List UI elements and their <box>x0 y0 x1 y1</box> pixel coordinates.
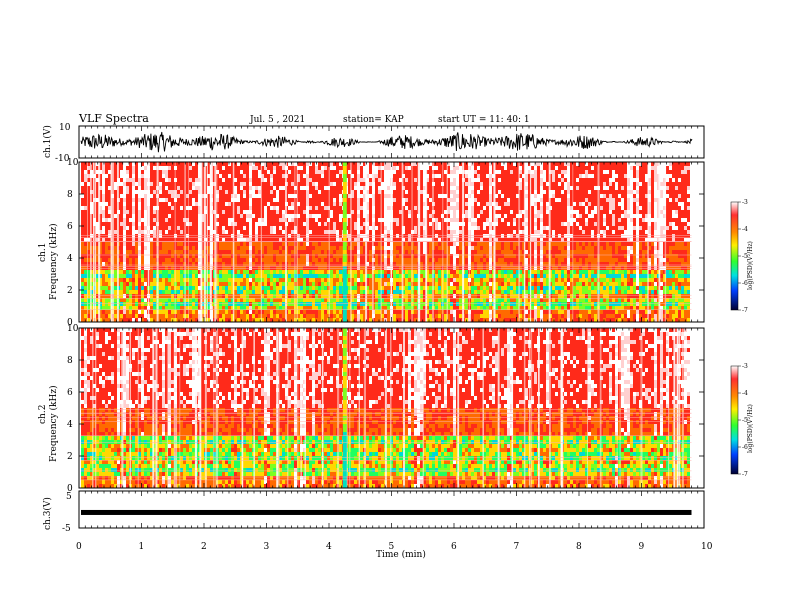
spec1-yt-ytick-label: 4 <box>67 254 73 264</box>
ch1-wave-ylabel: ch.1(V) <box>42 125 53 158</box>
x-tick-label: 4 <box>326 542 332 552</box>
date-label: Jul. 5 , 2021 <box>249 115 305 125</box>
x-tick-label: 6 <box>451 542 457 552</box>
ch2-spectrogram-image <box>81 328 692 488</box>
x-tick-label: 3 <box>264 542 270 552</box>
ch1-spec-ylabel-channel: ch.1 <box>38 243 48 262</box>
x-tick-label: 8 <box>576 542 582 552</box>
ch1-wave-ytick-top: 10 <box>59 123 71 133</box>
spec2-yt-ytick-label: 6 <box>67 388 73 398</box>
colorbar-tick-label: -3 <box>742 363 748 370</box>
colorbar-tick-label: -4 <box>742 390 748 397</box>
ch1-spec-ylabel-frequency: Frequency (kHz) <box>48 223 59 300</box>
x-tick-label: 7 <box>514 542 520 552</box>
x-tick-label: 2 <box>201 542 207 552</box>
start-time-label: start UT = 11: 40: 1 <box>438 115 530 125</box>
spec2-yt-ytick-label: 10 <box>67 324 79 334</box>
x-tick-label: 1 <box>139 542 145 552</box>
spec1-yt-ytick-label: 10 <box>67 158 79 168</box>
figure-title: VLF Spectra <box>78 112 149 125</box>
x-tick-label: 10 <box>701 542 713 552</box>
x-tick-label: 0 <box>76 542 82 552</box>
ch1-spectrogram-image <box>81 162 692 322</box>
spec2-yt-ytick-label: 4 <box>67 420 73 430</box>
ch3-wave-ytick-bottom: -5 <box>62 524 71 534</box>
ch3-wave-ytick-top: 5 <box>66 492 72 502</box>
ch2-spec-ylabel-frequency: Frequency (kHz) <box>48 385 59 462</box>
ch2-spec-ylabel-channel: ch.2 <box>38 405 48 424</box>
colorbar-tick-label: -7 <box>742 307 748 314</box>
colorbar-tick-label: -7 <box>742 471 748 478</box>
ch2-colorbar <box>731 366 738 474</box>
station-label: station= KAP <box>343 115 404 125</box>
spec1-yt-ytick-label: 2 <box>67 286 73 296</box>
ch3-waveform-band <box>81 510 692 515</box>
spec2-yt-ytick-label: 8 <box>67 356 73 366</box>
colorbar-tick-label: -4 <box>742 226 748 233</box>
colorbar-tick-label: -3 <box>742 199 748 206</box>
spec1-yt-ytick-label: 6 <box>67 222 73 232</box>
ch1-colorbar-label: log(PSD)(V²/Hz) <box>747 241 754 290</box>
x-tick-label: 9 <box>639 542 645 552</box>
ch2-colorbar-label: log(PSD)(V²/Hz) <box>747 404 754 453</box>
ch1-colorbar <box>731 202 738 310</box>
vlf-figure: VLF Spectra Jul. 5 , 2021 station= KAP s… <box>0 0 792 612</box>
spec1-yt-ytick-label: 8 <box>67 190 73 200</box>
ch3-waveform-trace <box>81 510 692 515</box>
ch3-wave-ylabel: ch.3(V) <box>42 497 53 530</box>
x-axis-label: Time (min) <box>376 549 426 560</box>
spec2-yt-ytick-label: 2 <box>67 452 73 462</box>
